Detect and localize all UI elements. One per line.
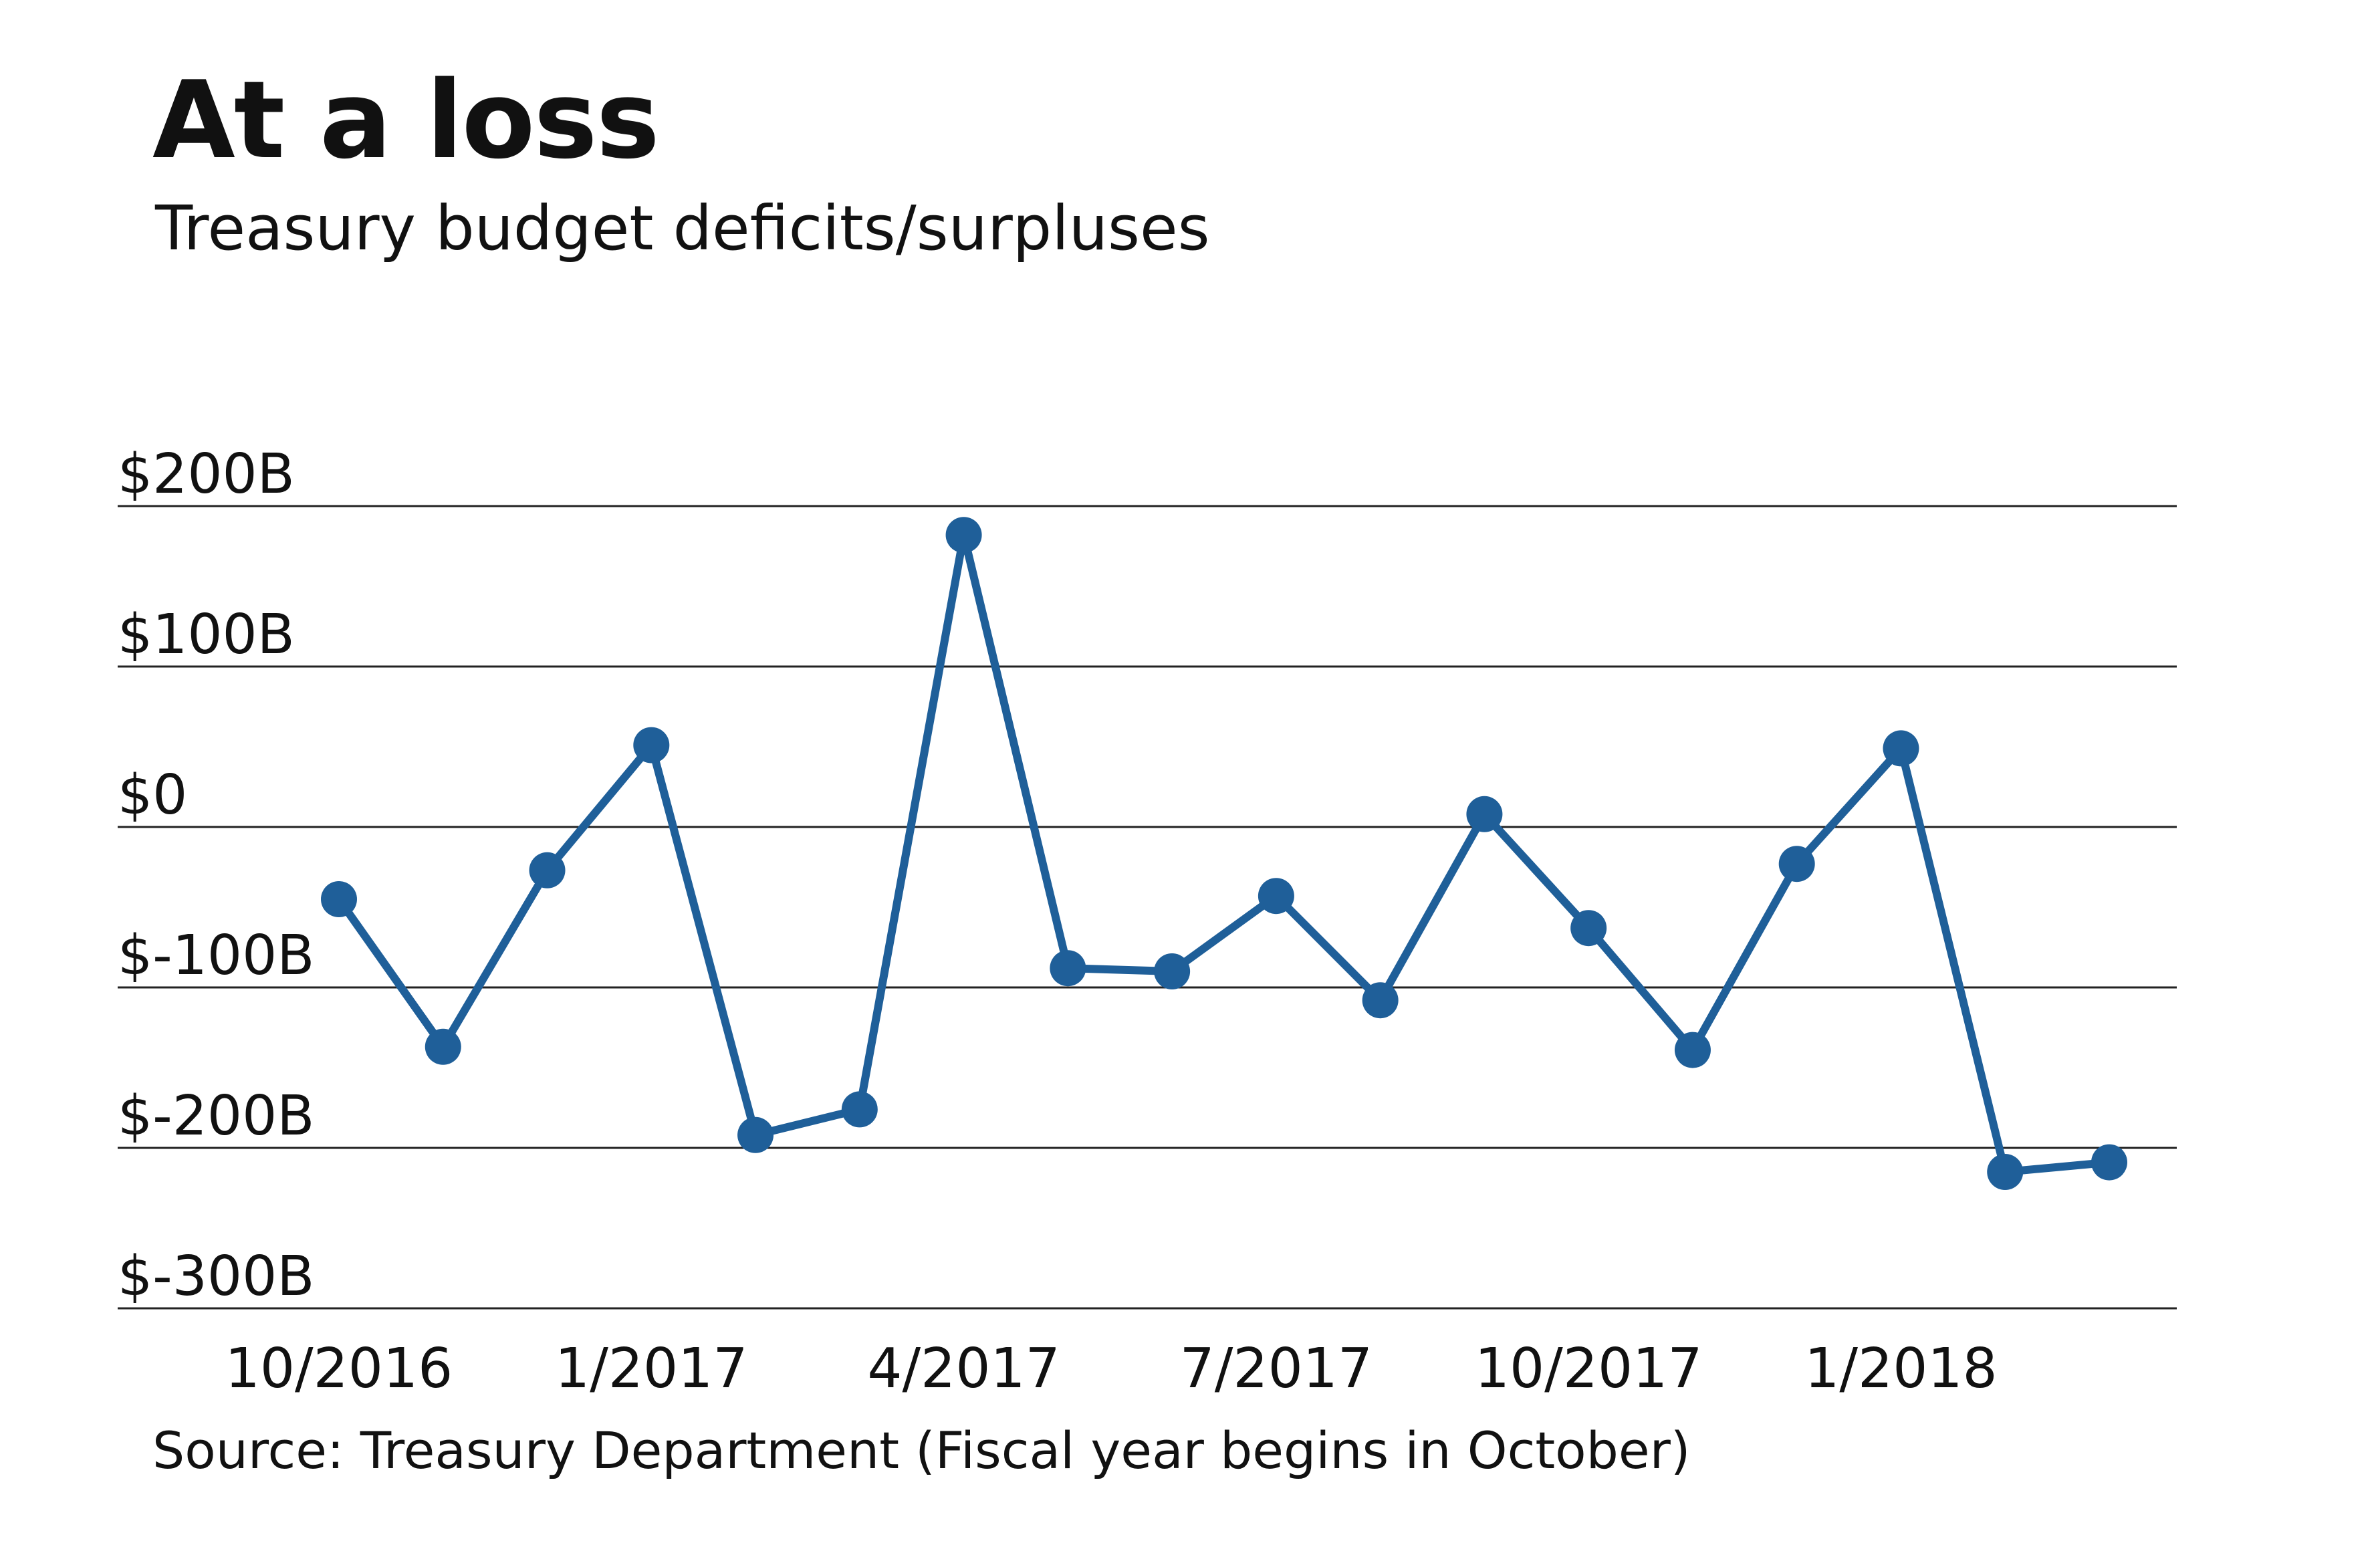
chart-subtitle: Treasury budget deficits/surpluses (155, 193, 1210, 264)
x-tick-label: 1/2018 (1804, 1337, 1997, 1401)
y-tick-label: $100B (118, 603, 295, 667)
grid-lines (118, 505, 2177, 1310)
data-point (1258, 878, 1294, 915)
x-tick-label: 7/2017 (1180, 1337, 1373, 1401)
series-group (321, 517, 2127, 1190)
x-axis-ticks: 10/2016 1/2017 4/2017 7/2017 10/2017 1/2018 (225, 1337, 1998, 1401)
data-point (1154, 953, 1191, 989)
data-point (1674, 1032, 1711, 1068)
data-point (633, 727, 670, 763)
x-tick-label: 1/2017 (555, 1337, 747, 1401)
data-point (425, 1028, 461, 1065)
chart-source: Source: Treasury Department (Fiscal year… (152, 1421, 1691, 1480)
series-line (335, 531, 2113, 1176)
x-tick-label: 10/2016 (225, 1337, 453, 1401)
data-point (737, 1116, 774, 1153)
data-point (321, 881, 357, 917)
y-tick-label: $-200B (118, 1084, 315, 1148)
y-axis-ticks: $200B $100B $0 $-100B $-200B $-300B (118, 443, 315, 1308)
data-point (2091, 1144, 2127, 1181)
data-point (841, 1091, 878, 1128)
y-tick-label: $-300B (118, 1245, 315, 1308)
data-point (1987, 1154, 2024, 1190)
data-point (1466, 796, 1503, 832)
y-tick-label: $-100B (118, 924, 315, 987)
data-point (945, 517, 982, 554)
data-point (1362, 982, 1399, 1019)
data-point (1778, 846, 1815, 882)
data-point (1570, 910, 1607, 947)
x-tick-label: 10/2017 (1475, 1337, 1703, 1401)
y-tick-label: $200B (118, 443, 295, 506)
y-tick-label: $0 (118, 763, 187, 827)
data-point (529, 852, 566, 888)
chart-title: At a loss (152, 57, 660, 183)
data-point (1883, 730, 1919, 767)
x-tick-label: 4/2017 (867, 1337, 1060, 1401)
data-point (1050, 950, 1086, 987)
